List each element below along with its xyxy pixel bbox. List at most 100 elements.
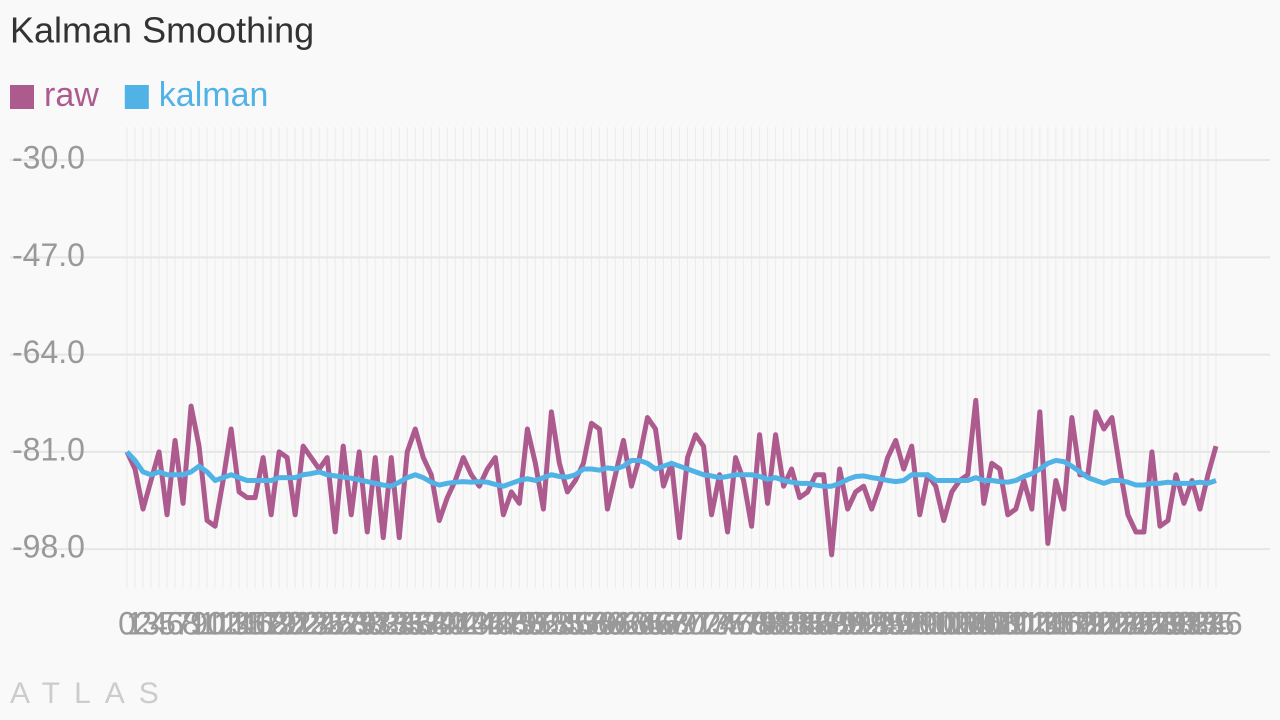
x-tick-label: 15 [229,605,265,641]
x-tick-label: 25 [309,605,345,641]
x-tick-label: 54 [542,605,578,641]
x-tick-label: 74 [702,605,738,641]
x-tick-label: 78 [734,605,770,641]
x-tick-label: 53 [534,605,570,641]
x-tick-label: 118 [1046,605,1097,641]
x-tick-label: 124 [1093,605,1146,641]
x-tick-label: 14 [221,605,257,641]
x-tick-label: 49 [502,605,538,641]
x-tick-label: 44 [462,605,498,641]
x-tick-label: 88 [814,605,850,641]
x-tick-label: 11 [198,605,231,641]
x-tick-label: 18 [253,605,289,641]
x-tick-label: 56 [558,605,594,641]
x-tick-label: 127 [1117,605,1170,641]
legend-label: kalman [159,76,269,114]
legend-label: raw [44,76,99,114]
x-tick-label: 85 [790,605,826,641]
x-tick-label: 133 [1165,605,1218,641]
x-tick-label: 96 [878,605,914,641]
x-tick-label: 99 [902,605,938,641]
x-tick-label: 60 [590,605,626,641]
x-tick-label: 67 [646,605,682,641]
x-tick-label: 73 [694,605,730,641]
x-tick-label: 120 [1061,605,1114,641]
x-tick-label: 131 [1149,605,1202,641]
x-tick-label: 91 [838,605,874,641]
x-tick-label: 62 [606,605,642,641]
x-tick-label: 19 [261,605,297,641]
x-tick-label: 38 [413,605,449,641]
x-tick-label: 42 [446,605,482,641]
x-tick-label: 87 [806,605,842,641]
x-tick-label: 20 [269,605,305,641]
x-tick-label: 33 [373,605,409,641]
chart-title: Kalman Smoothing [10,10,314,51]
x-tick-label: 65 [630,605,666,641]
x-tick-label: 104 [933,605,986,641]
x-tick-label: 41 [438,605,474,641]
x-tick-label: 69 [662,605,698,641]
x-tick-label: 43 [454,605,490,641]
x-tick-label: 52 [526,605,562,641]
x-tick-label: 9 [190,605,208,641]
x-tick-label: 50 [510,605,546,641]
x-tick-label: 13 [213,605,249,641]
x-tick-label: 82 [766,605,802,641]
x-tick-label: 45 [470,605,506,641]
x-tick-label: 1 [126,605,144,641]
x-tick-label: 111 [991,605,1040,641]
x-tick-label: 63 [614,605,650,641]
x-tick-label: 46 [478,605,514,641]
x-tick-label: 128 [1125,605,1178,641]
line-series [125,450,1217,489]
x-tick-label: 58 [574,605,610,641]
x-tick-label: 23 [293,605,329,641]
y-tick-label: -30.0 [12,140,85,176]
x-tick-label: 35 [389,605,425,641]
x-tick-label: 92 [846,605,882,641]
x-tick-label: 4 [150,605,168,641]
x-tick-label: 36 [397,605,433,641]
x-tick-label: 30 [349,605,385,641]
x-tick-label: 57 [566,605,602,641]
x-tick-label: 28 [333,605,369,641]
x-tick-label: 17 [245,605,281,641]
x-tick-label: 40 [429,605,465,641]
x-tick-label: 81 [758,605,794,641]
x-tick-label: 107 [957,605,1010,641]
x-tick-label: 29 [341,605,377,641]
x-tick-label: 39 [421,605,457,641]
x-tick-label: 122 [1077,605,1130,641]
x-tick-label: 90 [830,605,866,641]
x-tick-label: 16 [237,605,273,641]
x-tick-label: 134 [1173,605,1226,641]
x-tick-label: 84 [782,605,818,641]
x-tick-label: 86 [798,605,834,641]
x-tick-label: 75 [710,605,746,641]
x-tick-label: 47 [486,605,522,641]
x-tick-label: 123 [1085,605,1138,641]
x-tick-label: 113 [1006,605,1057,641]
x-tick-label: 97 [886,605,922,641]
x-tick-label: 7 [174,605,192,641]
x-tick-label: 12 [205,605,241,641]
x-tick-label: 21 [277,605,313,641]
x-tick-label: 31 [357,605,393,641]
x-tick-label: 125 [1101,605,1154,641]
x-tick-label: 48 [494,605,530,641]
x-tick-label: 8 [182,605,200,641]
x-tick-label: 94 [862,605,898,641]
x-tick-label: 24 [301,605,337,641]
x-tick-label: 126 [1109,605,1162,641]
x-tick-label: 72 [686,605,722,641]
x-tick-label: 132 [1157,605,1210,641]
x-tick-label: 32 [365,605,401,641]
x-tick-label: 93 [854,605,890,641]
x-tick-label: 10 [189,605,225,641]
x-tick-label: 79 [742,605,778,641]
x-tick-label: 106 [949,605,1002,641]
x-tick-label: 116 [1030,605,1081,641]
x-tick-label: 110 [982,605,1033,641]
